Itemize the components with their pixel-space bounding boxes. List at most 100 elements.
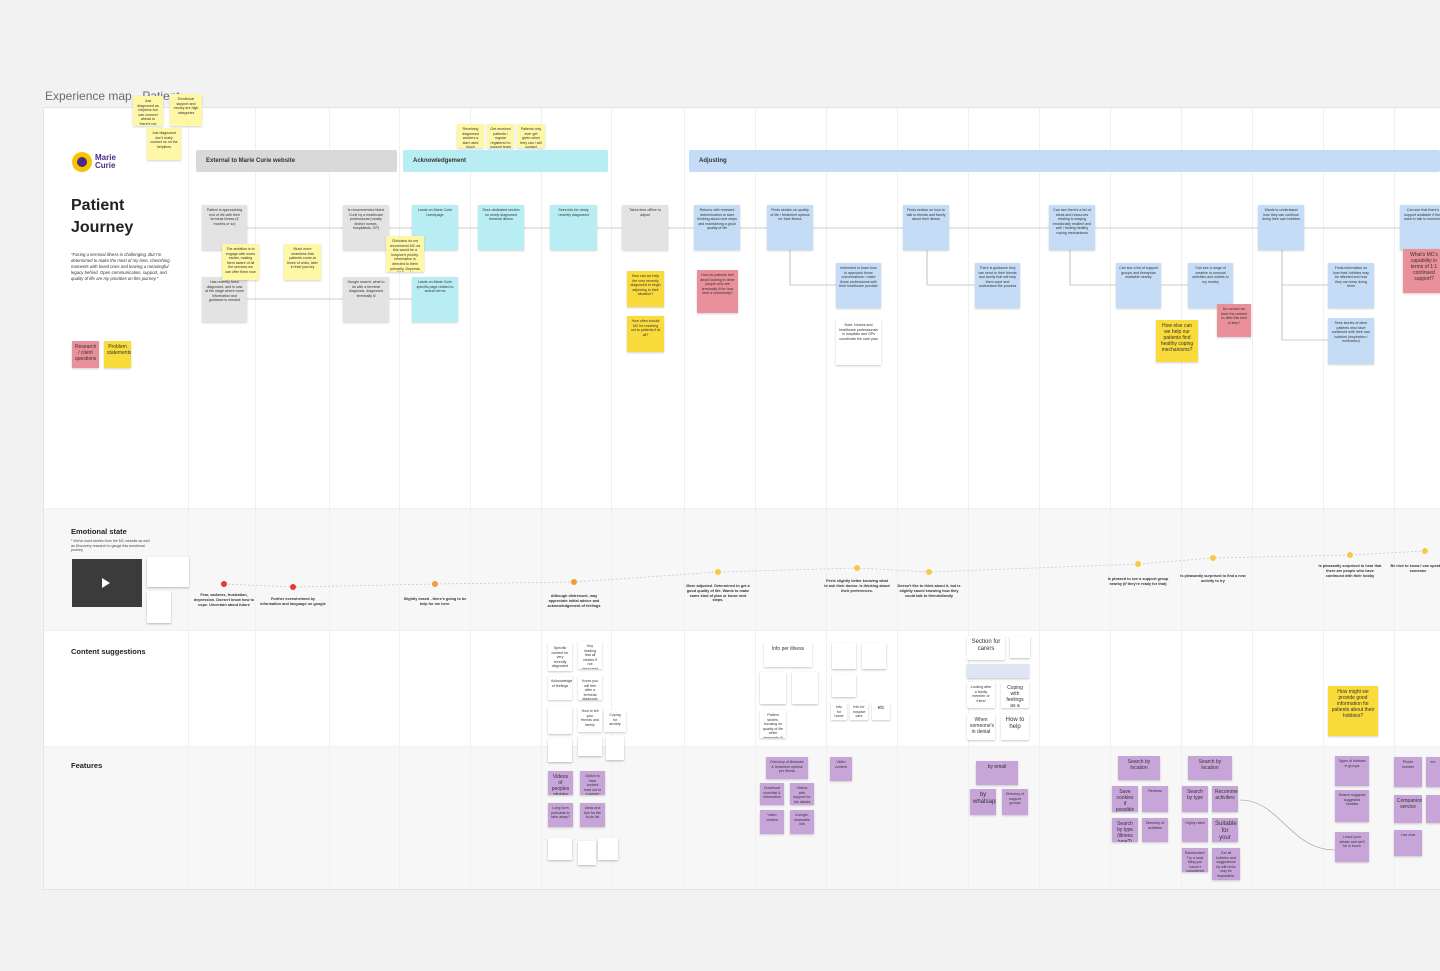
content-note[interactable]: Specific content for very recently diagn… bbox=[548, 643, 572, 671]
emotion-dot[interactable] bbox=[432, 581, 438, 587]
feature-note[interactable]: by email bbox=[976, 761, 1018, 785]
step-note[interactable]: Has recently been diagnosed, and is now … bbox=[202, 277, 247, 322]
emotion-dot[interactable] bbox=[715, 569, 721, 575]
step-note[interactable]: Finds section on how to talk to friends … bbox=[903, 205, 949, 250]
sticky-note[interactable]: Emotional support and money are high cat… bbox=[170, 94, 202, 126]
step-note[interactable]: Can see that there's support available i… bbox=[1400, 205, 1440, 250]
content-note[interactable]: Patient stories, focusing on quality of … bbox=[760, 710, 786, 738]
feature-note[interactable]: Search by location bbox=[1118, 756, 1160, 780]
feature-note[interactable]: Videos of peoples stories bbox=[548, 771, 573, 795]
content-note[interactable]: Acknowledgement of feelings bbox=[548, 676, 572, 700]
feature-note[interactable]: Save cookies if possible bbox=[1112, 786, 1138, 812]
emotion-dot[interactable] bbox=[1347, 552, 1353, 558]
feature-note[interactable]: Directory of activities bbox=[1142, 818, 1168, 842]
step-note[interactable]: Can see there's a list of ideas and reso… bbox=[1049, 205, 1095, 250]
sub-step-note[interactable]: Sees stories of other patients who have … bbox=[1328, 318, 1374, 364]
feature-note[interactable]: Leave your details and we'll be in touch bbox=[1335, 832, 1369, 862]
feature-note[interactable]: Randomiser! Try a local thing you haven'… bbox=[1182, 848, 1208, 872]
content-note[interactable]: Coping with feelings as a carer bbox=[1001, 682, 1029, 708]
idea-note[interactable]: How can we help the very recently diagno… bbox=[627, 271, 664, 307]
sticky-note[interactable]: Get received patients / regular register… bbox=[487, 124, 514, 148]
emotional-state-label[interactable]: Emotional state bbox=[71, 527, 127, 536]
article-thumbnail[interactable] bbox=[548, 838, 572, 860]
step-note[interactable]: Patient is approaching end of life with … bbox=[202, 205, 247, 250]
emotion-dot[interactable] bbox=[221, 581, 227, 587]
step-note[interactable]: Wants to understand how they can continu… bbox=[1258, 205, 1304, 250]
feature-note[interactable]: Ideas and tips for the to-do list bbox=[580, 803, 605, 827]
sub-step-note[interactable]: There is guidance they can send to their… bbox=[975, 263, 1020, 308]
feature-note[interactable] bbox=[1426, 795, 1440, 823]
feature-note[interactable]: Live chat bbox=[1394, 830, 1422, 856]
feature-note[interactable]: Video content bbox=[830, 757, 852, 781]
idea-note[interactable]: How else can we help our patients find h… bbox=[1156, 320, 1198, 362]
content-note[interactable]: How to tell your friends and family bbox=[578, 706, 602, 732]
emotion-dot[interactable] bbox=[926, 569, 932, 575]
content-note[interactable]: Know you will feel after a terminal diag… bbox=[578, 676, 602, 700]
article-thumbnail[interactable] bbox=[832, 643, 856, 669]
feature-note[interactable]: Search by type (illness type?) bbox=[1112, 818, 1138, 842]
feature-note[interactable]: Types of hobbies in groups bbox=[1335, 756, 1369, 786]
feature-note[interactable]: em bbox=[1426, 757, 1440, 787]
article-thumbnail[interactable] bbox=[147, 557, 189, 587]
emotion-dot[interactable] bbox=[571, 579, 577, 585]
article-thumbnail[interactable] bbox=[598, 838, 618, 860]
article-thumbnail[interactable] bbox=[147, 591, 171, 623]
step-note[interactable]: Google search: what to do with a termina… bbox=[343, 277, 389, 322]
feature-note[interactable]: Search by location bbox=[1188, 756, 1232, 780]
feature-note[interactable]: A single, shareable link bbox=[790, 810, 814, 834]
feature-note[interactable]: by whatsapp bbox=[970, 789, 996, 815]
step-note[interactable]: Sees dedicated section on newly diagnose… bbox=[478, 205, 524, 250]
step-note[interactable]: Lands on Marie Curie specific page relat… bbox=[412, 277, 458, 322]
research-note[interactable]: Do we/can we have the content to offer t… bbox=[1217, 304, 1251, 337]
article-thumbnail[interactable] bbox=[606, 736, 624, 760]
article-thumbnail[interactable] bbox=[760, 672, 786, 704]
sub-step-note[interactable]: Can see a list of support groups and the… bbox=[1116, 263, 1161, 308]
sticky-note[interactable]: Just diagnosed as helpless but can conne… bbox=[133, 96, 163, 126]
sub-step-note[interactable]: Finds information on how their hobbies m… bbox=[1328, 263, 1374, 308]
research-note[interactable]: How do patients feel about looking in ot… bbox=[697, 270, 738, 313]
idea-note[interactable]: Much more seamless that patients come at… bbox=[284, 244, 321, 280]
feature-note[interactable]: Get all hobbies and suggestions by with … bbox=[1212, 848, 1240, 880]
feature-note[interactable]: Videos with support for the diaries bbox=[790, 783, 814, 805]
article-thumbnail[interactable] bbox=[548, 706, 572, 734]
feature-note[interactable]: Long form podcasts to take away? bbox=[548, 803, 573, 827]
idea-note[interactable]: How might we provide good information fo… bbox=[1328, 686, 1378, 736]
sub-step-note[interactable]: Note: Nurses and healthcare professional… bbox=[836, 320, 881, 365]
content-note[interactable]: Info per illness bbox=[764, 643, 812, 667]
research-note[interactable]: What's MC's capability in terms of 1:1 c… bbox=[1403, 249, 1440, 293]
feature-note[interactable]: Search by type bbox=[1182, 786, 1208, 812]
feature-note[interactable]: Companion service bbox=[1394, 795, 1422, 823]
content-suggestions-label[interactable]: Content suggestions bbox=[71, 647, 146, 656]
idea-note[interactable]: The ambition is to engage with users ear… bbox=[222, 244, 259, 280]
feature-note[interactable]: Option to have content read out to a scr… bbox=[580, 771, 605, 795]
emotion-dot[interactable] bbox=[1422, 548, 1428, 554]
content-note[interactable]: When someone's in denial bbox=[967, 714, 995, 740]
content-note[interactable]: Info for hospice care bbox=[850, 702, 868, 720]
article-thumbnail[interactable] bbox=[578, 736, 602, 756]
article-thumbnail[interactable] bbox=[578, 841, 596, 865]
legend-research-note[interactable]: Research / client questions bbox=[72, 341, 99, 368]
sticky-note[interactable]: Receiving diagnosed workers a start used… bbox=[457, 124, 484, 148]
emotion-dot[interactable] bbox=[854, 565, 860, 571]
sticky-note[interactable]: Just diagnosed don't really contact us o… bbox=[147, 128, 181, 160]
feature-note[interactable]: Reviews bbox=[1142, 786, 1168, 812]
step-note[interactable]: Sees info for newly recently diagnosed bbox=[550, 205, 597, 250]
step-note[interactable]: Returns with renewed determination to st… bbox=[694, 205, 740, 250]
play-icon[interactable] bbox=[102, 578, 110, 588]
content-note[interactable]: How to help bbox=[1001, 714, 1029, 740]
idea-note[interactable]: How often should MC be reaching out to p… bbox=[627, 316, 664, 352]
feature-note[interactable]: Video content bbox=[760, 810, 784, 834]
feature-note[interactable]: Highly rated bbox=[1182, 818, 1208, 842]
content-note[interactable]: Section for carers bbox=[967, 636, 1005, 660]
content-note[interactable]: Looking after a family member or friend bbox=[967, 682, 995, 708]
content-note[interactable]: etc bbox=[872, 702, 890, 720]
article-thumbnail[interactable] bbox=[862, 643, 886, 669]
feature-note[interactable]: Suitable for your illness type bbox=[1212, 818, 1238, 842]
phase-adjusting[interactable]: Adjusting bbox=[689, 150, 1440, 172]
idea-note[interactable]: Clinicians do not recommend MC as this w… bbox=[386, 236, 424, 272]
article-thumbnail[interactable] bbox=[792, 672, 818, 704]
emotion-dot[interactable] bbox=[290, 584, 296, 590]
phase-acknowledgement[interactable]: Acknowledgement bbox=[403, 150, 608, 172]
emotion-dot[interactable] bbox=[1210, 555, 1216, 561]
phase-external[interactable]: External to Marie Curie website bbox=[196, 150, 397, 172]
